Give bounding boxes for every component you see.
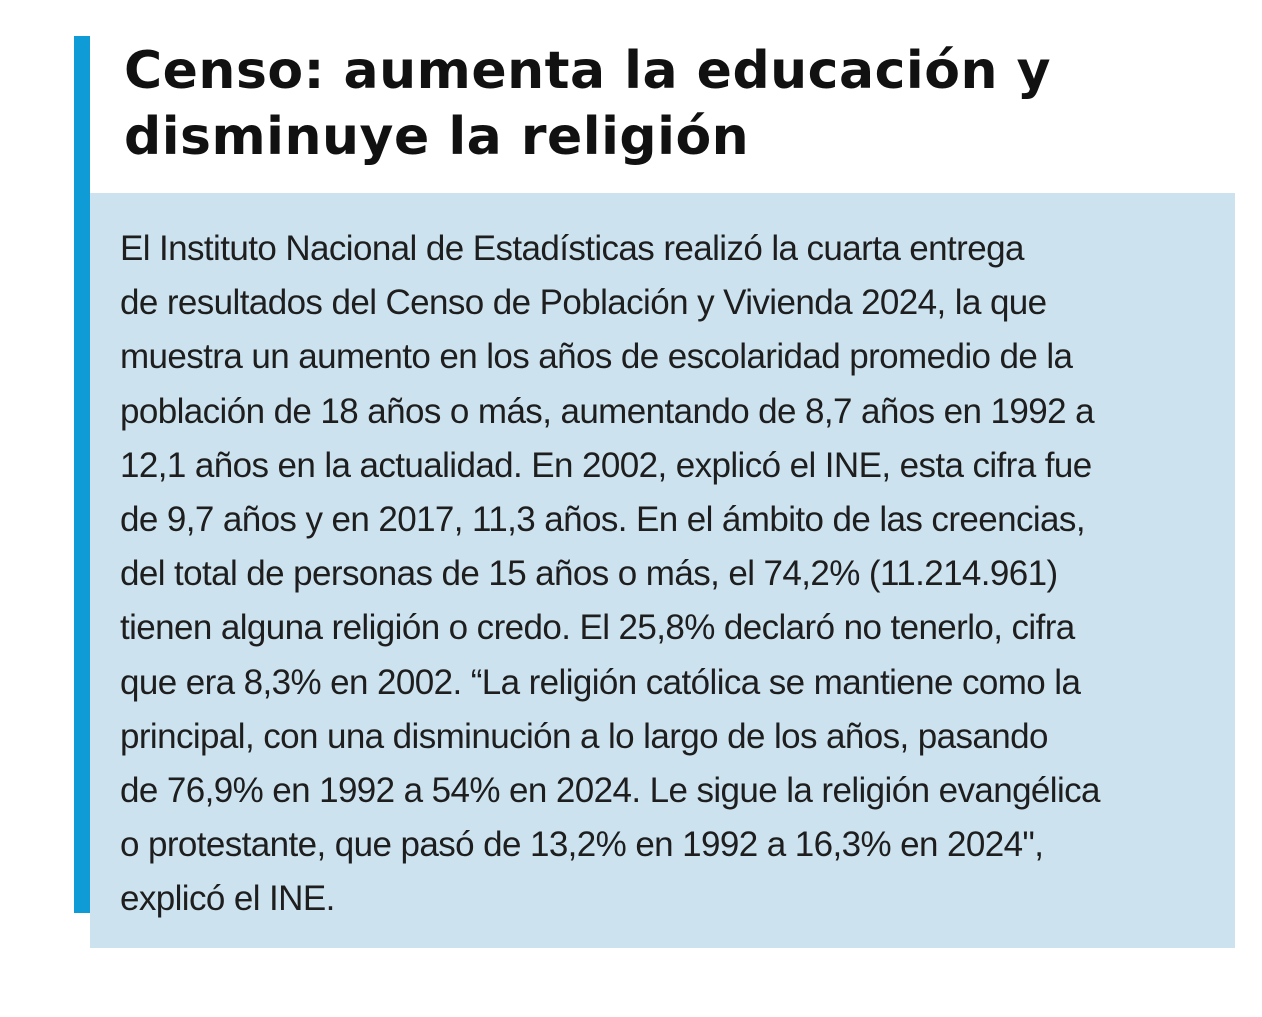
body-text-box bbox=[90, 193, 1235, 948]
body-line: de resultados del Censo de Población y V… bbox=[120, 283, 1047, 323]
body-line: El Instituto Nacional de Estadísticas re… bbox=[120, 229, 1024, 268]
headline-line-2: disminuye la religión bbox=[124, 107, 750, 167]
body-line: o protestante, que pasó de 13,2% en 1992… bbox=[120, 825, 1044, 865]
body-line: muestra un aumento en los años de escola… bbox=[120, 337, 1073, 377]
body-line: explicó el INE. bbox=[120, 879, 335, 919]
body-line: tienen alguna religión o credo. El 25,8%… bbox=[120, 608, 1075, 648]
body-line: 12,1 años en la actualidad. En 2002, exp… bbox=[120, 445, 1092, 485]
body-line: principal, con una disminución a lo larg… bbox=[120, 716, 1048, 756]
body-line: que era 8,3% en 2002. “La religión catól… bbox=[120, 662, 1081, 702]
body-line: de 76,9% en 1992 a 54% en 2024. Le sigue… bbox=[120, 771, 1101, 811]
article-headline: Censo: aumenta la educación y disminuye … bbox=[124, 38, 1234, 170]
body-line: población de 18 años o más, aumentando d… bbox=[120, 391, 1095, 431]
body-line: de 9,7 años y en 2017, 11,3 años. En el … bbox=[120, 500, 1086, 540]
headline-line-1: Censo: aumenta la educación y bbox=[124, 41, 1051, 101]
article-body: El Instituto Nacional de Estadísticas re… bbox=[120, 222, 1200, 927]
body-line: del total de personas de 15 años o más, … bbox=[120, 554, 1058, 594]
accent-bar bbox=[74, 36, 90, 913]
